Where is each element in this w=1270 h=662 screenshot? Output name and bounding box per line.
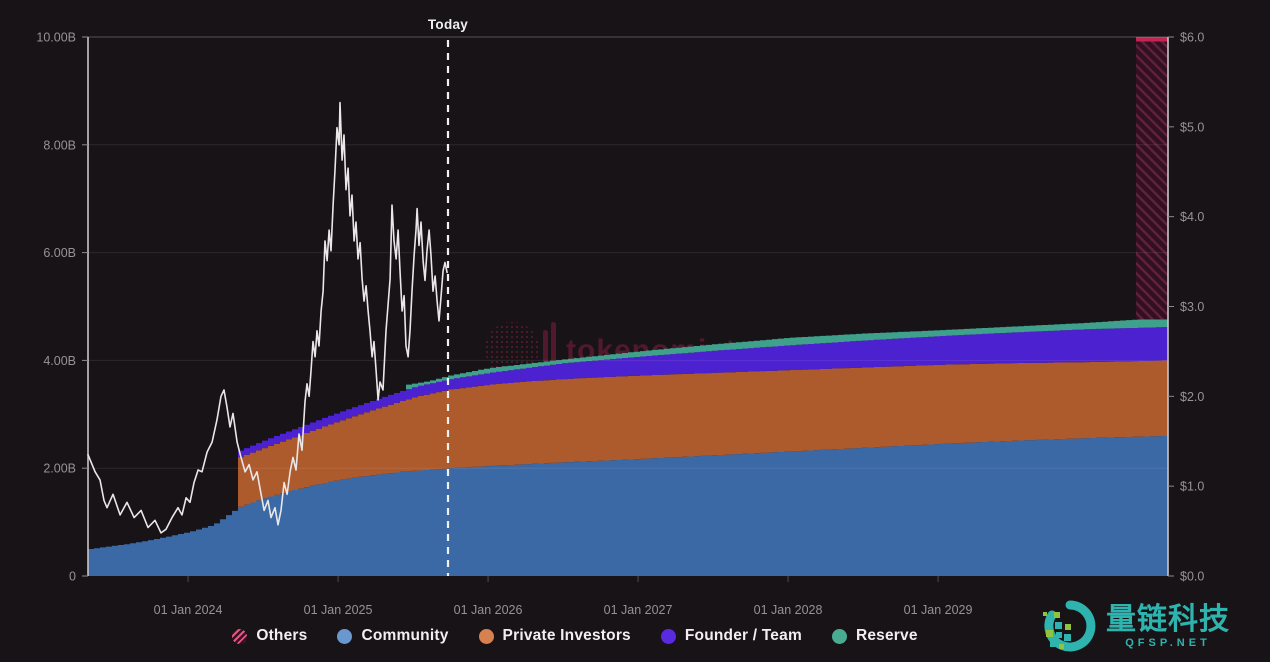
axes — [82, 36, 1174, 582]
watermark-company-name: 量链科技 — [1106, 603, 1230, 636]
y-right-tick-label: $3.0 — [1180, 300, 1204, 314]
y-right-tick-label: $6.0 — [1180, 31, 1204, 45]
private-swatch-icon — [478, 628, 494, 644]
y-left-tick-label: 8.00B — [43, 138, 76, 152]
price-history-line — [87, 101, 448, 534]
area-community — [88, 435, 1168, 576]
y-right-tick-label: $5.0 — [1180, 120, 1204, 134]
legend-label: Founder / Team — [684, 627, 802, 644]
others-swatch-icon — [232, 628, 248, 644]
chart-legend: Others Community Private Investors Founder … — [0, 627, 1150, 645]
x-axis-tick-label: 01 Jan 2028 — [754, 603, 823, 617]
legend-label: Community — [361, 627, 449, 644]
y-left-tick-label: 6.00B — [43, 246, 76, 260]
reserve-swatch-icon — [831, 628, 847, 644]
price-line — [87, 101, 448, 534]
legend-label: Private Investors — [502, 627, 631, 644]
others-unlock-bar — [1136, 37, 1168, 320]
qfsp-watermark: 量链科技 QFSP.NET — [1042, 596, 1264, 658]
legend-item-others[interactable]: Others — [232, 627, 307, 645]
gridlines — [88, 36, 1168, 469]
today-marker: Today — [428, 17, 468, 576]
x-axis-tick-label: 01 Jan 2025 — [304, 603, 373, 617]
y-right-tick-label: $1.0 — [1180, 480, 1204, 494]
x-axis-tick-label: 01 Jan 2029 — [904, 603, 973, 617]
area-private-investors — [88, 360, 1168, 549]
x-axis-tick-label: 01 Jan 2024 — [154, 603, 223, 617]
legend-item-reserve[interactable]: Reserve — [831, 627, 918, 645]
area-founder-team — [88, 327, 1168, 549]
founder-swatch-icon — [660, 628, 676, 644]
stacked-allocation-areas — [88, 317, 1168, 576]
watermark-site-url: QFSP.NET — [1125, 637, 1211, 649]
legend-item-community[interactable]: Community — [337, 627, 448, 645]
y-right-tick-label: $0.0 — [1180, 570, 1204, 584]
today-label: Today — [428, 17, 468, 32]
legend-item-founder[interactable]: Founder / Team — [660, 627, 802, 645]
qfsp-logo-icon — [1043, 600, 1096, 652]
y-left-tick-label: 4.00B — [43, 354, 76, 368]
y-left-tick-label: 2.00B — [43, 462, 76, 476]
y-left-tick-label: 0 — [69, 570, 76, 584]
y-right-tick-label: $4.0 — [1180, 210, 1204, 224]
y-left-tick-label: 10.00B — [36, 31, 76, 45]
legend-item-private[interactable]: Private Investors — [478, 627, 631, 645]
legend-label: Reserve — [855, 627, 918, 644]
x-axis-tick-label: 01 Jan 2026 — [454, 603, 523, 617]
axis-tick-labels: 10.00B 8.00B 6.00B 4.00B 2.00B 0 $6.0 $5.0 $4.0 $… — [36, 31, 1204, 618]
tokenomist-logo-icon — [485, 322, 539, 376]
community-swatch-icon — [337, 628, 353, 644]
y-right-tick-label: $2.0 — [1180, 390, 1204, 404]
x-axis-tick-label: 01 Jan 2027 — [604, 603, 673, 617]
legend-label: Others — [256, 627, 308, 644]
